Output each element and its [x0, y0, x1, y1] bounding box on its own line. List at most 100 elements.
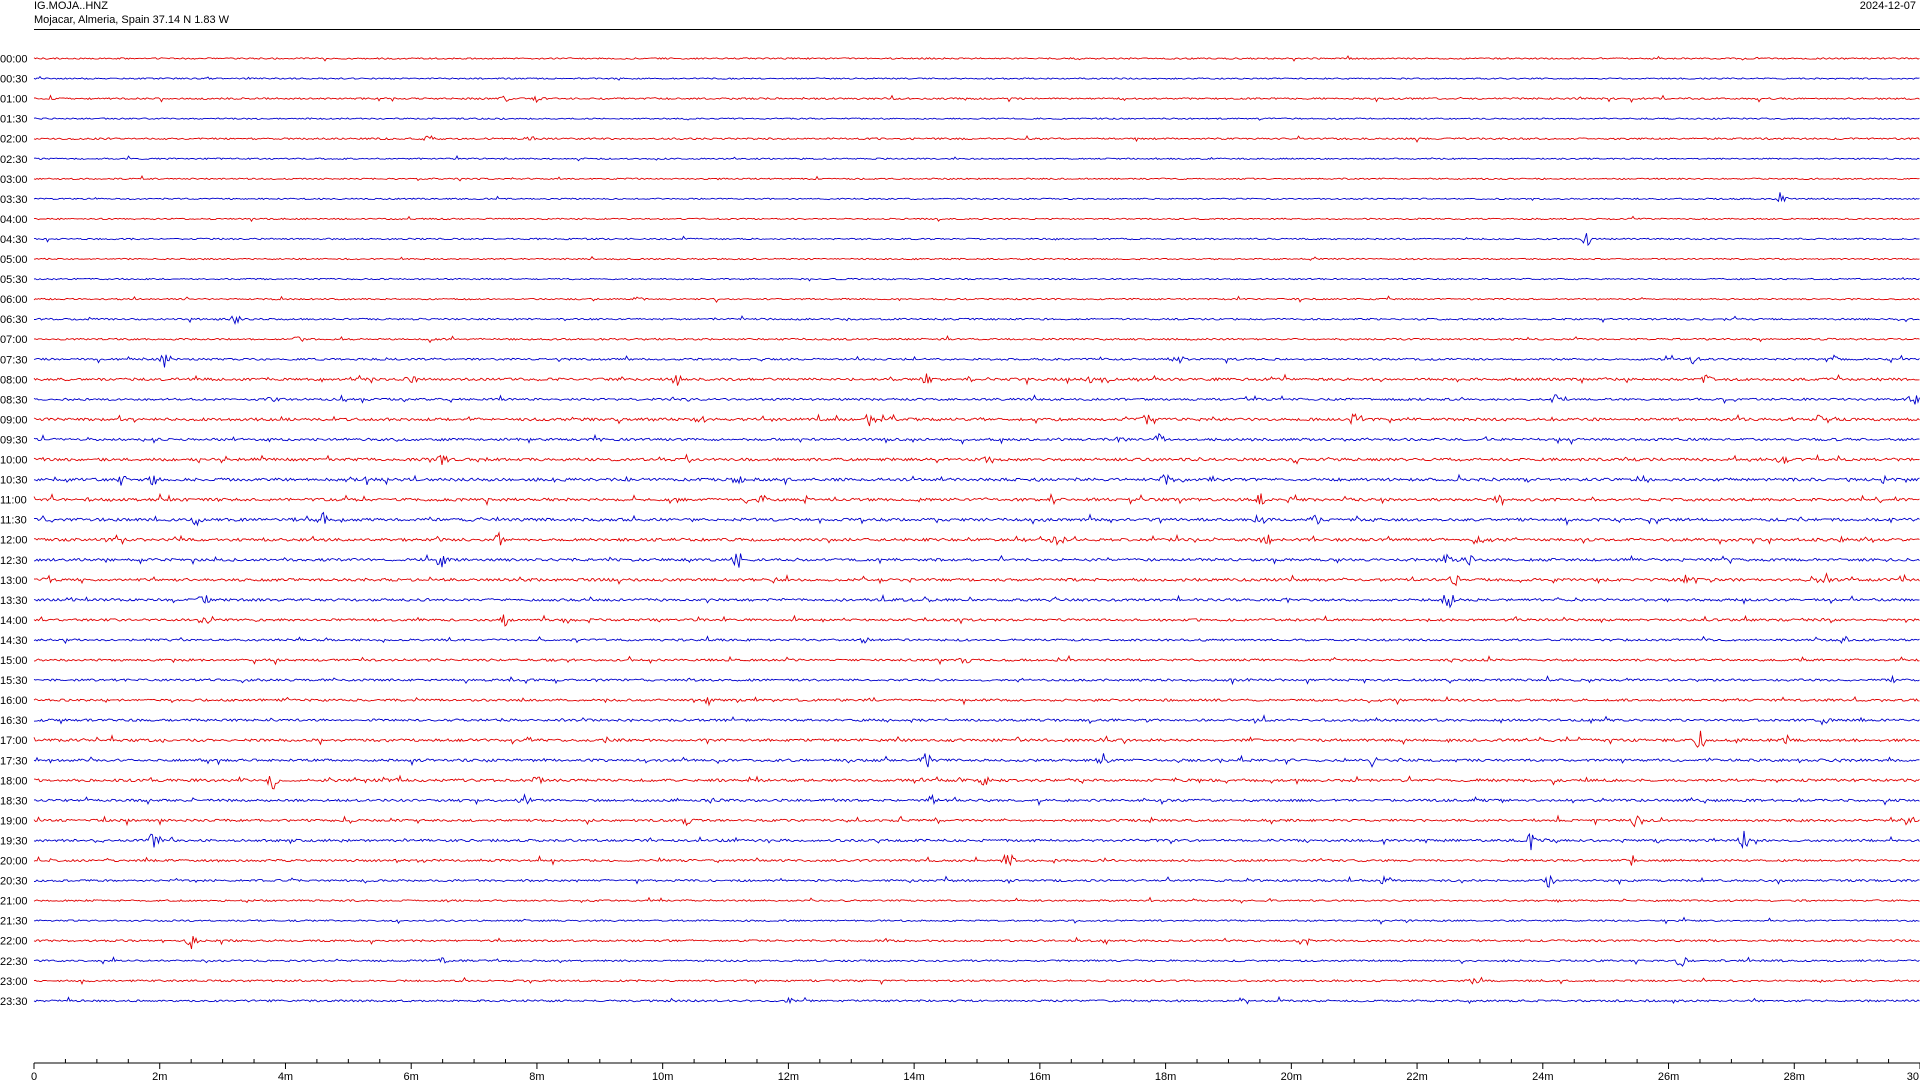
x-tick-label: 24m — [1532, 1071, 1553, 1080]
x-tick-label: 4m — [278, 1071, 293, 1080]
row-label: 04:30 — [0, 234, 28, 246]
trace-0130 — [33, 117, 1920, 121]
row-label: 19:30 — [0, 835, 28, 847]
x-tick-label: 6m — [404, 1071, 419, 1080]
row-label: 07:00 — [0, 334, 28, 346]
x-tick-label: 22m — [1406, 1071, 1427, 1080]
trace-1700 — [33, 730, 1920, 748]
row-label: 03:00 — [0, 174, 28, 186]
trace-2000 — [33, 853, 1920, 867]
trace-1900 — [33, 814, 1920, 828]
trace-0430 — [34, 233, 1920, 247]
trace-0500 — [33, 255, 1920, 261]
trace-1330 — [33, 593, 1920, 609]
x-tick-label: 2m — [152, 1071, 167, 1080]
row-label: 01:30 — [0, 114, 28, 126]
row-label: 21:30 — [0, 916, 28, 928]
row-label: 17:00 — [0, 735, 28, 747]
trace-0800 — [33, 373, 1920, 386]
trace-2230 — [33, 956, 1920, 967]
row-label: 07:30 — [0, 354, 28, 366]
x-tick-label: 0 — [31, 1071, 37, 1080]
trace-1300 — [33, 572, 1920, 587]
row-label: 13:00 — [0, 575, 28, 587]
trace-0230 — [33, 154, 1920, 162]
trace-2100 — [33, 896, 1920, 904]
trace-0730 — [33, 354, 1920, 368]
row-label: 03:30 — [0, 194, 28, 206]
row-label: 18:30 — [0, 795, 28, 807]
x-tick-label: 26m — [1658, 1071, 1679, 1080]
row-label: 19:00 — [0, 815, 28, 827]
trace-1930 — [33, 830, 1920, 851]
trace-1530 — [33, 674, 1920, 686]
header-divider — [34, 29, 1920, 30]
x-tick-label: 28m — [1784, 1071, 1805, 1080]
x-tick-label: 18m — [1155, 1071, 1176, 1080]
trace-1800 — [33, 774, 1920, 790]
trace-1600 — [33, 695, 1920, 707]
row-label: 06:00 — [0, 294, 28, 306]
row-label: 00:30 — [0, 74, 28, 86]
row-label: 20:00 — [0, 856, 28, 868]
trace-2030 — [33, 874, 1920, 888]
trace-0830 — [33, 394, 1920, 405]
row-label: 05:00 — [0, 254, 28, 266]
trace-1430 — [33, 635, 1920, 645]
trace-2330 — [33, 995, 1920, 1005]
row-label: 14:30 — [0, 635, 28, 647]
row-label: 17:30 — [0, 755, 28, 767]
row-label: 14:00 — [0, 615, 28, 627]
row-label: 02:00 — [0, 134, 28, 146]
x-tick-label: 14m — [903, 1071, 924, 1080]
row-label: 05:30 — [0, 274, 28, 286]
date-label: 2024-12-07 — [1859, 0, 1916, 12]
x-tick-label: 10m — [652, 1071, 673, 1080]
trace-0630 — [34, 315, 1920, 325]
trace-0530 — [33, 277, 1920, 282]
trace-1730 — [33, 753, 1920, 768]
x-tick-label: 12m — [778, 1071, 799, 1080]
trace-0300 — [33, 174, 1920, 182]
row-label: 09:00 — [0, 414, 28, 426]
row-label: 15:00 — [0, 655, 28, 667]
trace-0030 — [33, 75, 1920, 81]
trace-0600 — [33, 295, 1920, 304]
row-label: 12:30 — [0, 555, 28, 567]
row-label: 11:00 — [0, 495, 27, 507]
row-label-group: 00:00 00:30 01:00 01:30 02:00 02:30 03:00 03:30… — [0, 54, 28, 1008]
trace-2300 — [33, 976, 1920, 986]
trace-0100 — [34, 94, 1920, 104]
trace-0700 — [33, 334, 1920, 344]
station-location: Mojacar, Almeria, Spain 37.14 N 1.83 W — [34, 14, 230, 26]
trace-0330 — [33, 192, 1920, 203]
row-label: 18:00 — [0, 775, 28, 787]
row-label: 23:00 — [0, 976, 28, 988]
trace-1100 — [33, 492, 1920, 507]
row-label: 09:30 — [0, 434, 28, 446]
x-axis: 0 2m 4m 6m 8m 10m 12m 14m 16m 18m 20m 22m 24m 26m 28m 3… — [31, 1059, 1920, 1080]
row-label: 01:00 — [0, 94, 28, 106]
x-tick-label: 20m — [1281, 1071, 1302, 1080]
row-label: 04:00 — [0, 214, 28, 226]
station-code: IG.MOJA..HNZ — [34, 0, 108, 12]
trace-1830 — [33, 793, 1920, 807]
row-label: 21:00 — [0, 896, 28, 908]
trace-1230 — [33, 553, 1920, 568]
row-label: 15:30 — [0, 675, 28, 687]
row-label: 22:00 — [0, 936, 28, 948]
row-label: 13:30 — [0, 595, 28, 607]
trace-1400 — [33, 614, 1920, 627]
row-label: 02:30 — [0, 154, 28, 166]
row-label: 06:30 — [0, 314, 28, 326]
trace-0200 — [33, 135, 1920, 143]
trace-1200 — [33, 531, 1920, 546]
row-label: 00:00 — [0, 54, 28, 66]
row-label: 22:30 — [0, 956, 28, 968]
row-label: 10:00 — [0, 455, 28, 467]
trace-0400 — [33, 215, 1920, 223]
trace-1030 — [33, 473, 1920, 486]
trace-2200 — [33, 935, 1920, 950]
row-label: 08:00 — [0, 374, 28, 386]
